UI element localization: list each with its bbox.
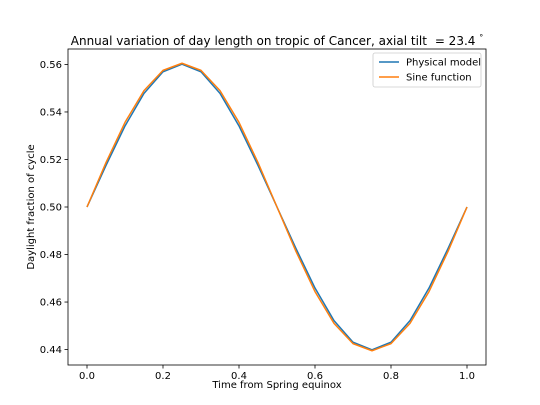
y-tick-label: 0.52 bbox=[40, 155, 62, 166]
x-axis-label: Time from Spring equinox bbox=[211, 380, 341, 391]
x-tick-label: 0.0 bbox=[79, 371, 95, 382]
y-tick-label: 0.54 bbox=[40, 107, 62, 118]
legend-label-physical-model: Physical model bbox=[406, 58, 481, 69]
legend: Physical model Sine function bbox=[372, 52, 482, 88]
x-tick-label: 0.8 bbox=[383, 371, 399, 382]
y-tick-label: 0.46 bbox=[40, 298, 62, 309]
y-tick-label: 0.44 bbox=[40, 345, 62, 356]
series-line-sine-function bbox=[86, 62, 468, 352]
series-lines bbox=[86, 62, 468, 352]
x-tick-label: 0.2 bbox=[155, 371, 171, 382]
legend-box bbox=[372, 52, 482, 88]
chart-title-tilt: = 23.4 bbox=[435, 34, 476, 48]
legend-label-sine-function: Sine function bbox=[406, 73, 472, 84]
y-axis-label: Daylight fraction of cycle bbox=[26, 144, 37, 269]
x-axis-ticks: 0.0 0.2 0.4 0.6 0.8 1.0 bbox=[79, 365, 475, 382]
chart-title: Annual variation of day length on tropic… bbox=[71, 33, 483, 48]
chart-title-main: Annual variation of day length on tropic… bbox=[71, 34, 428, 48]
y-tick-label: 0.50 bbox=[40, 203, 62, 214]
y-tick-label: 0.56 bbox=[40, 60, 62, 71]
x-tick-label: 1.0 bbox=[459, 371, 475, 382]
x-tick-label: 0.4 bbox=[231, 371, 247, 382]
x-tick-label: 0.6 bbox=[307, 371, 323, 382]
chart-title-degree: ° bbox=[479, 33, 483, 42]
y-axis-ticks: 0.44 0.46 0.48 0.50 0.52 0.54 0.56 bbox=[40, 60, 68, 356]
y-tick-label: 0.48 bbox=[40, 250, 62, 261]
plot-area: 0.0 0.2 0.4 0.6 0.8 1.0 0.440.460.480.500.520… bbox=[40, 48, 487, 382]
